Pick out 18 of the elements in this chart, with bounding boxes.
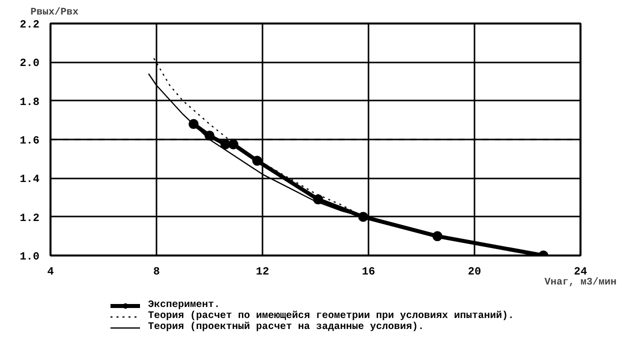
legend-label: Эксперимент.	[148, 300, 220, 311]
x-tick-label: 16	[362, 266, 376, 278]
y-tick-label: 1.2	[20, 212, 40, 225]
x-tick-label: 8	[153, 266, 160, 278]
x-tick-label: 24	[574, 266, 588, 278]
y-tick-label: 1.4	[20, 174, 40, 186]
y-tick-label: 1.6	[20, 136, 40, 148]
x-tick-label: 12	[256, 266, 270, 278]
legend-label: Теория (расчет по имеющейся геометрии при условиях ипытаний).	[148, 311, 514, 322]
y-tick-label: 1.8	[20, 96, 40, 109]
x-tick-label: 20	[468, 266, 482, 278]
y-tick-label: 2.0	[20, 58, 40, 70]
x-tick-label: 4	[47, 266, 54, 278]
y-axis-title: Pвых/Pвх	[30, 6, 79, 18]
y-tick-label: 1.0	[20, 252, 40, 264]
legend-label: Теория (проектный расчет на заданные условия).	[148, 322, 424, 333]
x-axis-title: Vнаг, м3/мин	[544, 276, 617, 288]
y-tick-label: 2.2	[20, 20, 40, 32]
